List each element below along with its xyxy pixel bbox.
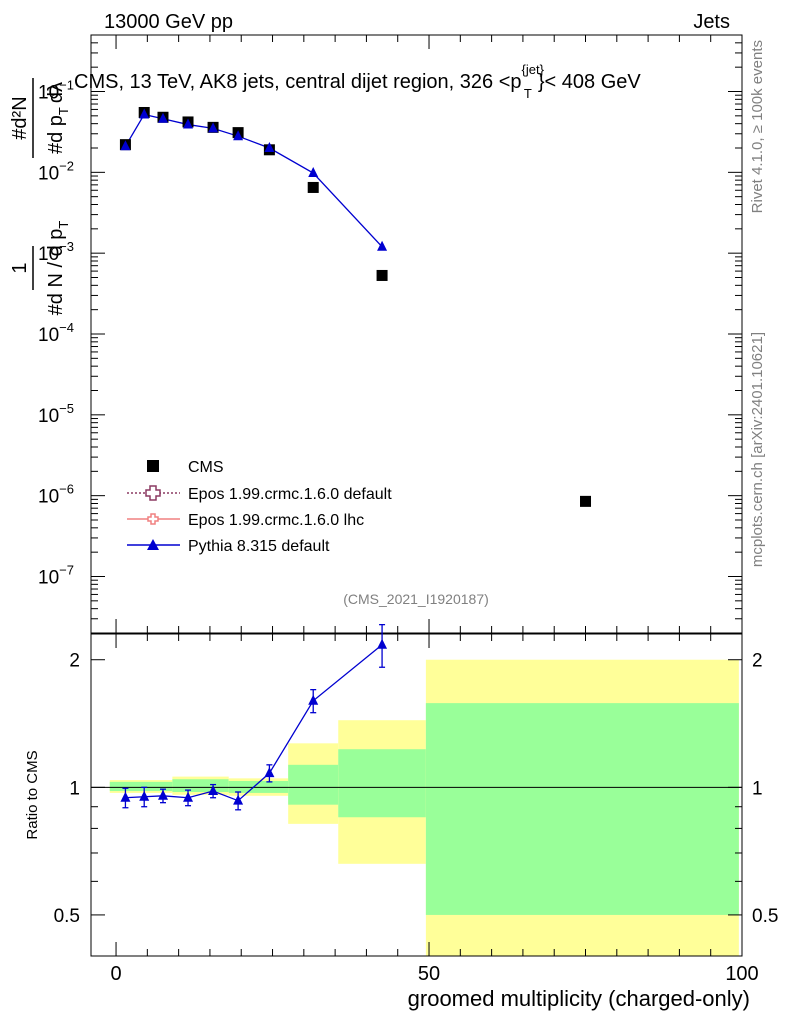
energy-label: 13000 GeV pp: [104, 11, 233, 33]
main-ytick-base: 10: [38, 487, 59, 508]
band-inner-4: [338, 749, 426, 818]
main-ytick-label: 10−3: [38, 239, 74, 265]
pythia-point: [264, 142, 275, 153]
legend-label-pythia: Pythia 8.315 default: [188, 538, 330, 555]
main-ytick-base: 10: [38, 83, 59, 104]
ylabel-hash-3: #: [9, 128, 31, 140]
pythia-point: [139, 108, 150, 119]
ylabel-dlambda: dλ: [45, 82, 67, 103]
legend-marker-epos-lhc: [147, 513, 159, 525]
plot-title-sup: {jet}: [522, 62, 545, 77]
pythia-ratio-point: [120, 791, 131, 802]
ylabel-dn-dpt: d N / d p: [45, 229, 67, 305]
rivet-label: Rivet 4.1.0, ≥ 100k events: [749, 40, 766, 213]
legend-marker-epos-default: [145, 485, 161, 501]
main-ytick-base: 10: [38, 163, 59, 184]
ylabel-d2n: #d²N: [9, 96, 31, 139]
ylabel-denominator: #d N / d pT: [45, 221, 71, 316]
main-ytick-exp: −5: [59, 401, 74, 416]
pythia-line: [124, 113, 383, 248]
ratio-plot-frame: [90, 633, 743, 957]
ratio-ytick-label-left: 0.5: [54, 906, 80, 927]
main-ytick-base: 10: [38, 406, 59, 427]
main-ytick-label: 10−1: [38, 78, 74, 104]
ylabel-dpt-dlambda: #d pTdλ: [45, 82, 71, 154]
ylabel-sub-t1: T: [56, 221, 71, 229]
pythia-point: [120, 140, 131, 151]
main-ytick-base: 10: [38, 244, 59, 265]
ylabel-hash-1: #: [45, 303, 67, 315]
main-ytick-exp: −2: [59, 158, 74, 173]
ratio-xtick-label: 50: [418, 963, 440, 985]
main-ytick-label: 10−6: [38, 482, 74, 508]
band-inner-3: [288, 764, 339, 805]
main-ytick-exp: −1: [59, 78, 74, 93]
ratio-ytick-label-right: 1: [752, 778, 763, 799]
ratio-ylabel: Ratio to CMS: [24, 750, 41, 839]
main-ytick-base: 10: [38, 567, 59, 588]
plot-title-sub: T: [524, 86, 532, 101]
main-ytick-exp: −4: [59, 320, 74, 335]
main-axes: 10−110−210−310−410−510−610−7: [38, 34, 743, 634]
main-ytick-label: 10−4: [38, 320, 74, 346]
main-ytick-exp: −3: [59, 239, 74, 254]
main-ytick-label: 10−7: [38, 562, 74, 588]
pythia-point: [157, 112, 168, 123]
ratio-xtick-label: 0: [110, 963, 121, 985]
main-ytick-label: 10−2: [38, 158, 74, 184]
band-inner-0: [109, 781, 173, 792]
legend-marker-pythia: [147, 539, 159, 550]
pythia-ratio-point: [233, 794, 244, 805]
ylabel-sub-t2: T: [56, 107, 71, 115]
main-series: [119, 106, 592, 507]
ratio-xtick-label: 100: [725, 963, 758, 985]
plot-title-main: CMS, 13 TeV, AK8 jets, central dijet reg…: [74, 71, 522, 93]
plot-title-end: }< 408 GeV: [538, 71, 642, 93]
cms-point: [307, 181, 319, 193]
jets-label: Jets: [693, 11, 730, 33]
mcplots-label: mcplots.cern.ch [arXiv:2401.10621]: [749, 332, 766, 567]
plot-title: CMS, 13 TeV, AK8 jets, central dijet reg…: [74, 62, 641, 101]
ylabel-d2n-text: d²N: [9, 96, 31, 128]
main-ytick-base: 10: [38, 325, 59, 346]
main-ytick-label: 10−5: [38, 401, 74, 427]
band-inner-5: [425, 703, 739, 915]
main-ytick-exp: −6: [59, 482, 74, 497]
legend-label-epos-default: Epos 1.99.crmc.1.6.0 default: [188, 486, 392, 503]
legend-marker-cms: [147, 460, 159, 472]
ylabel-hash-2: #: [45, 142, 67, 154]
pythia-ratio-point: [157, 789, 168, 800]
legend-label-epos-lhc: Epos 1.99.crmc.1.6.0 lhc: [188, 512, 364, 529]
pythia-point: [183, 118, 194, 129]
ratio-axes: 0 50 100 0.5 0.5 1 1 2 2: [54, 634, 778, 985]
cms-point: [376, 269, 388, 281]
pythia-ratio-point: [264, 767, 275, 778]
ratio-series: [120, 623, 388, 811]
ylabel-numerator: 1: [9, 262, 31, 273]
ratio-ytick-label-left: 1: [69, 778, 80, 799]
band-inner-1: [172, 779, 229, 792]
pythia-ratio-point: [183, 791, 194, 802]
main-ytick-exp: −7: [59, 562, 74, 577]
analysis-id: (CMS_2021_I1920187): [343, 591, 489, 607]
ylabel-dpt: d p: [45, 115, 67, 143]
ratio-ytick-label-right: 0.5: [752, 906, 778, 927]
legend-label-cms: CMS: [188, 459, 224, 476]
pythia-ratio-point: [139, 790, 150, 801]
pythia-point: [377, 240, 388, 251]
pythia-ratio-point: [377, 638, 388, 649]
pythia-point: [233, 130, 244, 141]
xlabel: groomed multiplicity (charged-only): [408, 986, 750, 1011]
ratio-bands: [91, 659, 742, 956]
pythia-point: [208, 122, 219, 133]
legend: CMS Epos 1.99.crmc.1.6.0 default Epos 1.…: [127, 459, 392, 555]
pythia-ratio-point: [208, 785, 219, 796]
pythia-ratio-point: [308, 694, 319, 705]
cms-point: [580, 495, 592, 507]
pythia-point: [308, 167, 319, 178]
ratio-ytick-label-left: 2: [69, 651, 80, 672]
ratio-ytick-label-right: 2: [752, 651, 763, 672]
main-ylabel: 1 #d N / d pT #d²N #d pTdλ: [9, 78, 71, 315]
